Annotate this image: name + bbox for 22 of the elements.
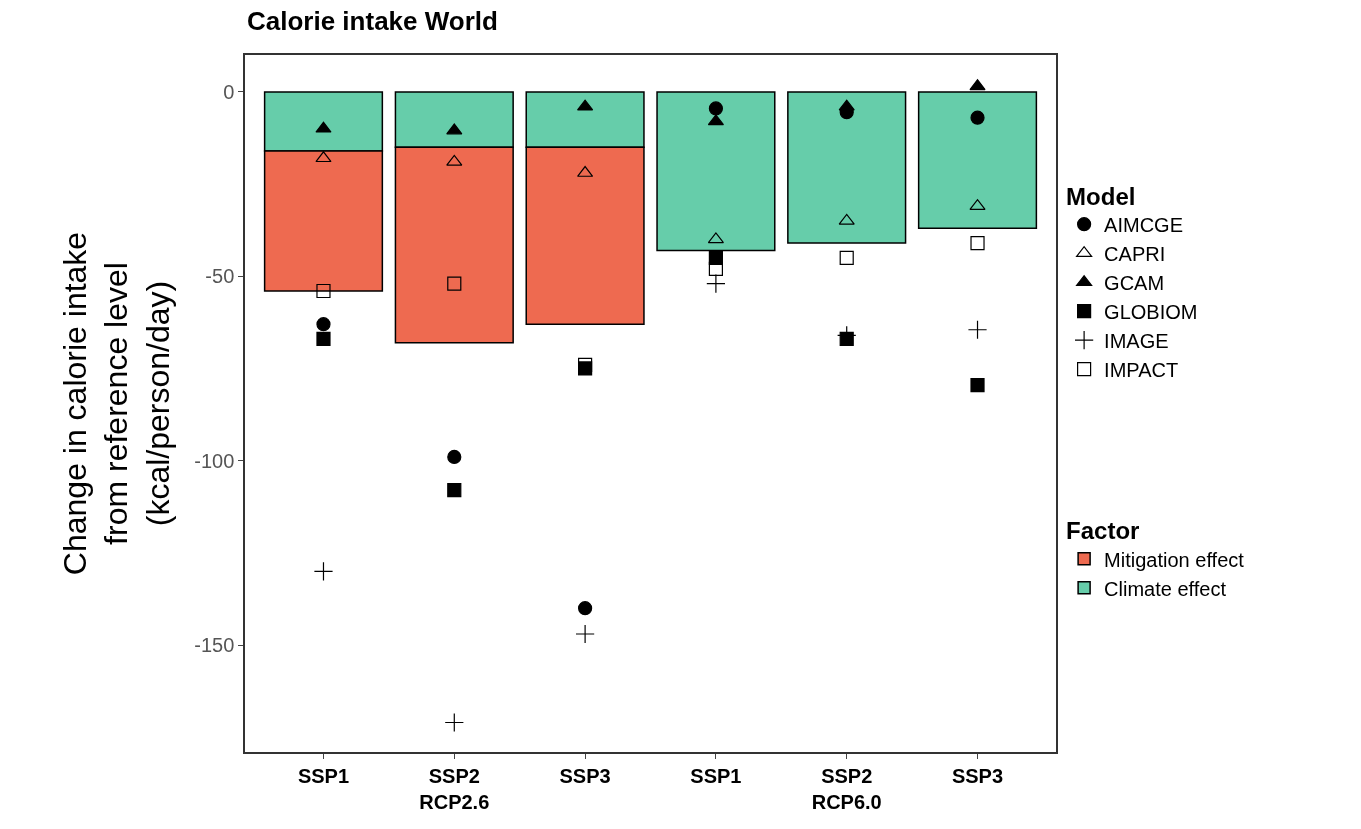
y-tick-label: -100 xyxy=(194,449,235,472)
legend-label: IMAGE xyxy=(1104,329,1169,352)
chart-title: Calorie intake World xyxy=(247,6,498,37)
legend-label: AIMCGE xyxy=(1104,213,1184,236)
text: Model xyxy=(1066,182,1136,210)
y-tick-label: 0 xyxy=(223,80,235,103)
legend-label: IMPACT xyxy=(1104,358,1179,381)
text: Factor xyxy=(1066,517,1140,545)
x-tick-label: SSP2 RCP6.0 xyxy=(811,764,882,813)
legend-label: Mitigation effect xyxy=(1104,548,1245,571)
x-tick-label: SSP2 RCP2.6 xyxy=(419,764,490,813)
x-tick-label: SSP1 xyxy=(690,764,742,787)
y-tick-label: -50 xyxy=(205,265,235,288)
y-tick-label: -150 xyxy=(194,634,235,657)
legend-label: GCAM xyxy=(1104,271,1165,294)
y-axis-title: Change in calorie intake from reference level (kcal/person/day) xyxy=(56,231,177,576)
x-tick-label: SSP1 xyxy=(297,764,350,787)
legend-label: CAPRI xyxy=(1104,242,1166,265)
legend-label: GLOBIOM xyxy=(1104,300,1198,323)
legend-label: Climate effect xyxy=(1104,577,1227,600)
x-tick-label: SSP3 xyxy=(951,764,1004,787)
x-tick-label: SSP3 xyxy=(559,764,611,787)
